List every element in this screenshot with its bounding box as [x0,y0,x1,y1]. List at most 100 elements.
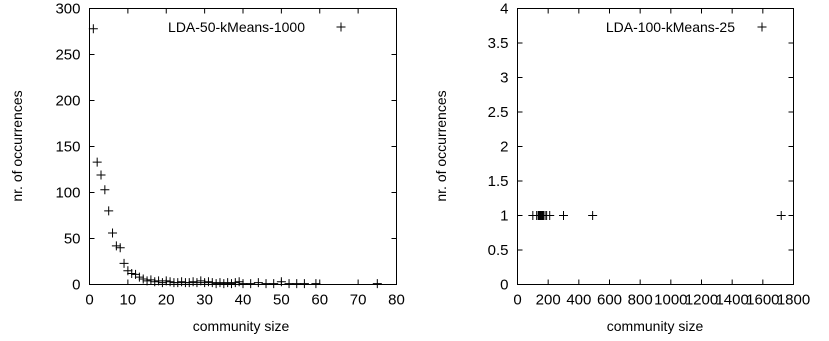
data-point [215,278,225,288]
legend-marker [757,22,767,32]
data-point [196,276,206,286]
marks-left [88,22,382,289]
legend-marker [336,22,346,32]
data-point [119,258,129,268]
y-tick-label: 1 [500,208,508,225]
y-tick-label: 2 [500,139,508,156]
data-point [177,277,187,287]
data-point [219,279,229,289]
data-point [253,278,263,288]
data-point [776,211,786,220]
x-tick-label: 1000 [654,292,687,309]
data-point [299,279,309,289]
x-tick-label: 10 [120,292,137,309]
x-tick-label: 600 [597,292,622,309]
chart-left: nr. of occurrences community size LDA-50… [9,1,405,335]
data-point [226,279,236,289]
data-point [588,211,598,220]
data-point [142,276,152,286]
data-point [203,277,213,287]
data-point [311,279,321,289]
data-point [559,211,568,220]
data-point [246,279,256,289]
y-tick-label: 250 [55,47,80,64]
data-point [165,277,175,287]
data-point [92,157,102,167]
data-point [200,278,210,288]
data-point [284,279,294,289]
y-tick-label: 0 [72,277,80,294]
y-tick-label: 200 [55,93,80,110]
x-tick-label: 30 [196,292,213,309]
data-point [234,277,244,287]
data-point [238,279,248,289]
plot-frame-right [517,8,794,285]
y-tick-label: 100 [55,185,80,202]
data-point [184,278,194,288]
data-point [134,272,144,282]
x-tick-label: 0 [513,292,521,309]
data-point [292,279,302,289]
y-tick-label: 50 [64,231,81,248]
x-tick-label: 1800 [777,292,810,309]
data-point [188,277,198,287]
x-axis-label-left: community size [193,318,290,334]
y-tick-label: 1.5 [488,173,509,190]
y-tick-label: 4 [500,1,508,18]
data-point [161,276,171,286]
data-point [111,241,121,251]
legend-label-left: LDA-50-kMeans-1000 [168,19,305,35]
x-axis-label-right: community size [607,318,704,334]
data-point [115,243,125,253]
data-point [96,170,106,180]
y-axis-label-left: nr. of occurrences [9,90,25,201]
x-tick-label: 20 [158,292,175,309]
data-point [545,211,555,220]
data-point [223,278,233,288]
data-point [211,279,221,289]
x-tick-label: 50 [273,292,290,309]
data-point [269,279,279,289]
x-tick-label: 70 [350,292,367,309]
x-tick-label: 800 [628,292,653,309]
chart-right: nr. of occurrences community size LDA-10… [433,1,810,335]
data-point [261,279,271,289]
y-tick-label: 3 [500,70,508,87]
y-tick-label: 300 [55,1,80,18]
data-point [192,278,202,288]
y-tick-label: 0.5 [488,242,509,259]
x-tick-label: 0 [85,292,93,309]
data-point [138,274,148,284]
data-point [100,185,110,195]
data-point [157,278,167,288]
data-point [127,268,137,278]
data-point [104,206,114,216]
y-tick-label: 0 [500,277,508,294]
x-tick-label: 1400 [715,292,748,309]
x-tick-label: 60 [311,292,328,309]
y-tick-label: 2.5 [488,104,509,121]
y-axis-label-right: nr. of occurrences [433,90,449,201]
marks-right [528,22,786,220]
data-point [372,279,382,289]
data-point [108,228,118,238]
ticks-left: 0 10 20 30 40 50 60 70 80 0 50 100 150 200 250 300 [55,1,404,309]
x-tick-label: 400 [566,292,591,309]
data-point [230,278,240,288]
data-point [150,277,160,287]
legend-label-right: LDA-100-kMeans-25 [606,19,735,35]
y-tick-label: 3.5 [488,35,509,52]
data-point [146,275,156,285]
data-point [173,278,183,288]
x-tick-label: 200 [536,292,561,309]
data-point [276,277,286,287]
data-point [207,278,217,288]
plot-frame-left [89,8,397,285]
x-tick-label: 1200 [685,292,718,309]
y-tick-label: 150 [55,139,80,156]
x-tick-label: 80 [388,292,405,309]
x-tick-label: 1600 [746,292,779,309]
data-point [88,24,98,34]
